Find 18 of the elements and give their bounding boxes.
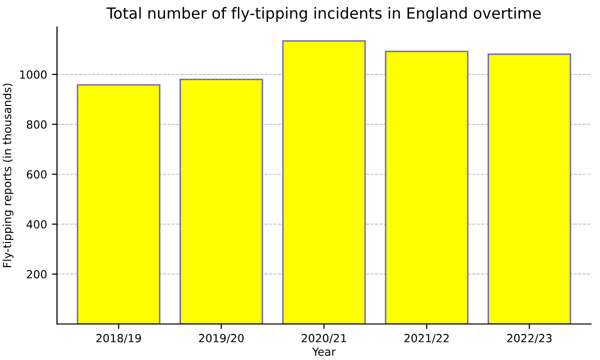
- bar: [76, 84, 160, 324]
- chart-title: Total number of fly-tipping incidents in England overtime: [106, 7, 541, 22]
- y-tick-label: 200: [26, 270, 47, 278]
- y-tick-label: 400: [26, 220, 47, 229]
- x-axis-title: Year: [312, 348, 336, 356]
- x-tick-label: 2021/22: [404, 334, 449, 344]
- y-axis-title: Fly-tipping reports (in thousands): [2, 84, 14, 268]
- bar: [282, 40, 366, 324]
- y-tick-label: 800: [26, 120, 47, 129]
- x-tick-label: 2018/19: [96, 334, 141, 344]
- x-tick-label: 2022/23: [507, 334, 552, 344]
- y-tick-label: 600: [26, 170, 47, 179]
- x-tick-label: 2020/21: [302, 334, 346, 344]
- bar: [384, 50, 468, 324]
- x-tick-label: 2019/20: [199, 334, 244, 344]
- bar: [180, 78, 264, 324]
- bar: [488, 54, 572, 324]
- y-tick-label: 1000: [20, 70, 47, 79]
